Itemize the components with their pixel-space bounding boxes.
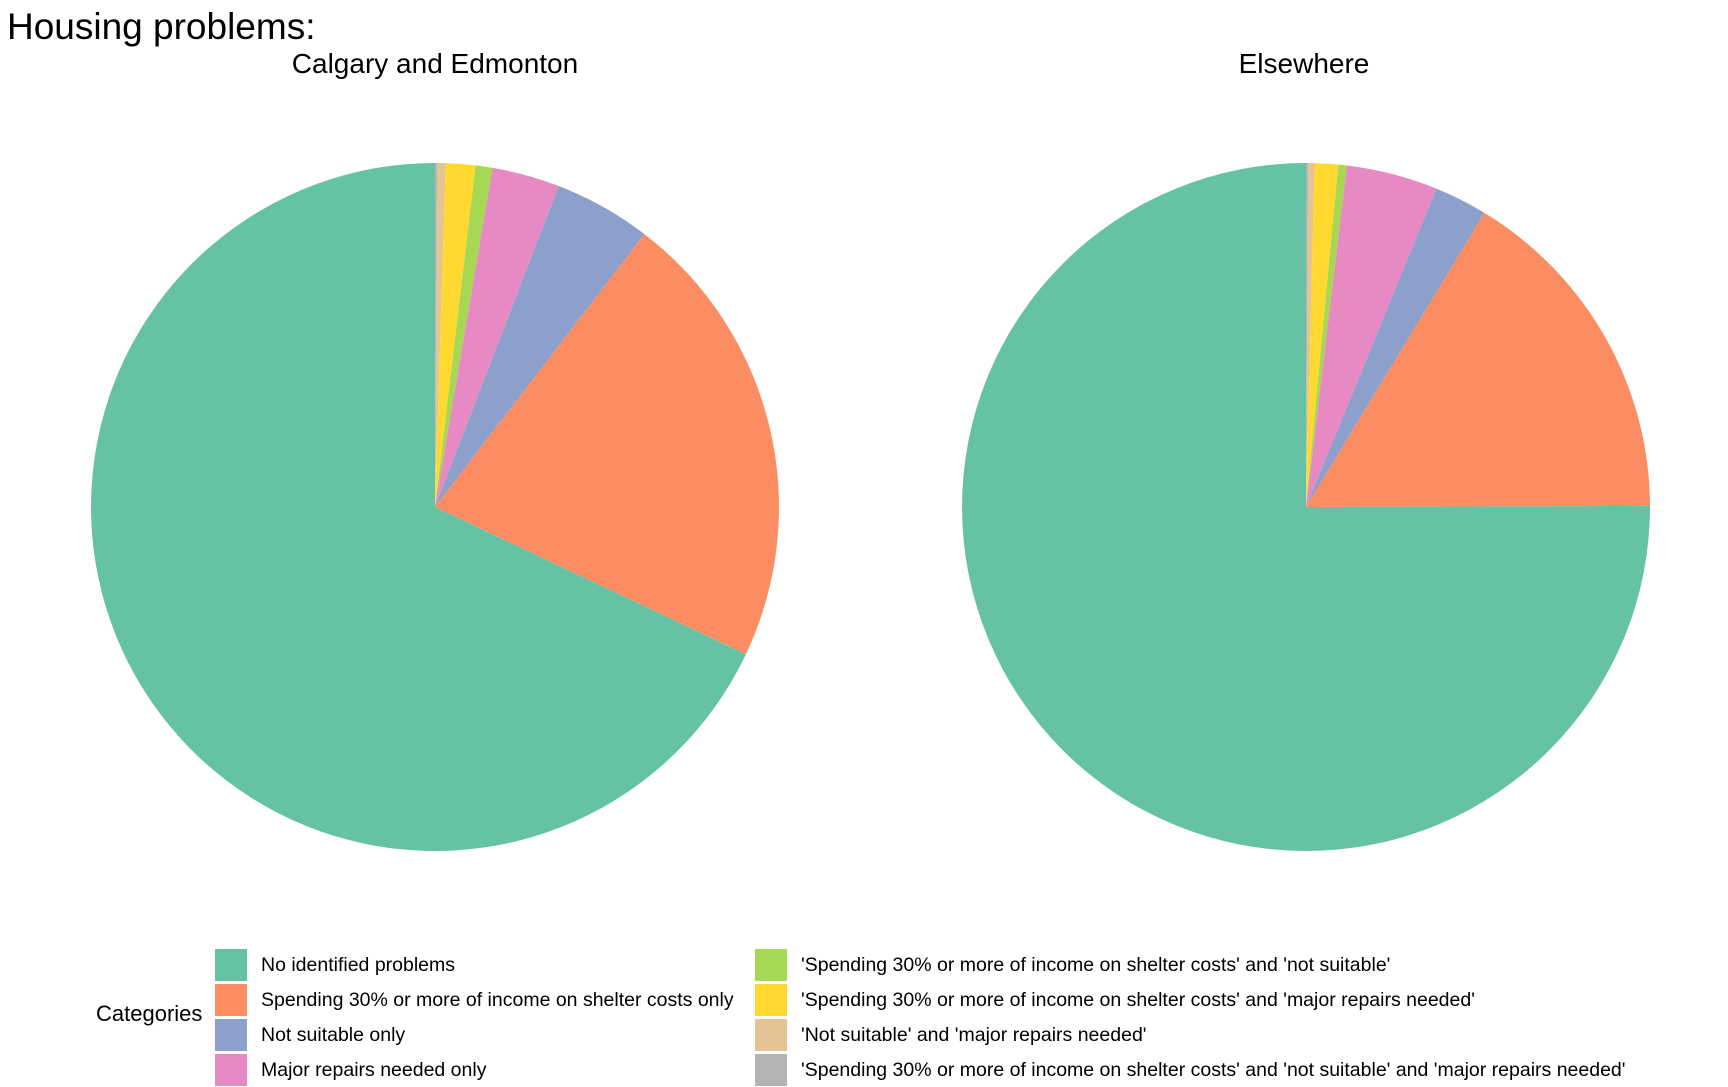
legend-item-all-three-problems: 'Spending 30% or more of income on shelt… [755,1053,1625,1087]
slice-shelter-and-major-repairs [435,163,476,508]
slice-all-three-problems [435,163,438,507]
legend-item-not-suitable-and-major-repairs: 'Not suitable' and 'major repairs needed… [755,1018,1147,1052]
legend-key [755,1054,787,1086]
pie-elsewhere [962,163,1651,851]
legend-key [215,949,247,981]
slice-major-repairs-only [435,167,559,508]
legend-label: 'Spending 30% or more of income on shelt… [801,989,1475,1011]
slice-shelter-and-major-repairs [1306,163,1339,508]
slice-shelter-and-not-suitable [1306,164,1347,507]
legend-key [755,949,787,981]
legend-label: 'Not suitable' and 'major repairs needed… [801,1024,1147,1046]
legend-item-shelter-and-major-repairs: 'Spending 30% or more of income on shelt… [755,983,1475,1017]
legend-item-major-repairs-only: Major repairs needed only [215,1053,486,1087]
legend-title: Categories [96,1001,203,1026]
panel-title-calgary-edmonton: Calgary and Edmonton [291,48,579,79]
legend-item-shelter-costs-only: Spending 30% or more of income on shelte… [215,983,734,1017]
slice-not-suitable-and-major-repairs [1306,163,1315,507]
legend-label: 'Spending 30% or more of income on shelt… [801,954,1391,976]
slice-major-repairs-only [1306,165,1437,507]
legend-label: Not suitable only [261,1024,406,1046]
legend-key [755,984,787,1016]
slice-not-suitable-only [435,186,645,507]
slice-shelter-costs-only [435,234,779,655]
legend-key [215,984,247,1016]
legend-item-no-problems: No identified problems [215,948,455,982]
slice-not-suitable-only [1306,188,1485,508]
slice-no-problems [962,163,1651,851]
legend-label: 'Spending 30% or more of income on shelt… [801,1059,1626,1081]
slice-all-three-problems [1306,163,1309,507]
pie-calgary-edmonton [91,163,779,851]
slice-not-suitable-and-major-repairs [435,163,446,507]
legend-label: Major repairs needed only [261,1059,487,1081]
slice-shelter-costs-only [1306,212,1650,507]
chart-title: Housing problems: [7,6,316,47]
legend-item-shelter-and-not-suitable: 'Spending 30% or more of income on shelt… [755,948,1390,982]
legend-item-not-suitable-only: Not suitable only [215,1018,405,1052]
legend-label: Spending 30% or more of income on shelte… [261,989,734,1011]
legend-key [755,1019,787,1051]
legend-key [215,1054,247,1086]
slice-no-problems [91,163,746,851]
legend-key [215,1019,247,1051]
slice-shelter-and-not-suitable [435,165,493,507]
panel-title-elsewhere: Elsewhere [1238,48,1370,79]
legend-label: No identified problems [261,954,456,976]
